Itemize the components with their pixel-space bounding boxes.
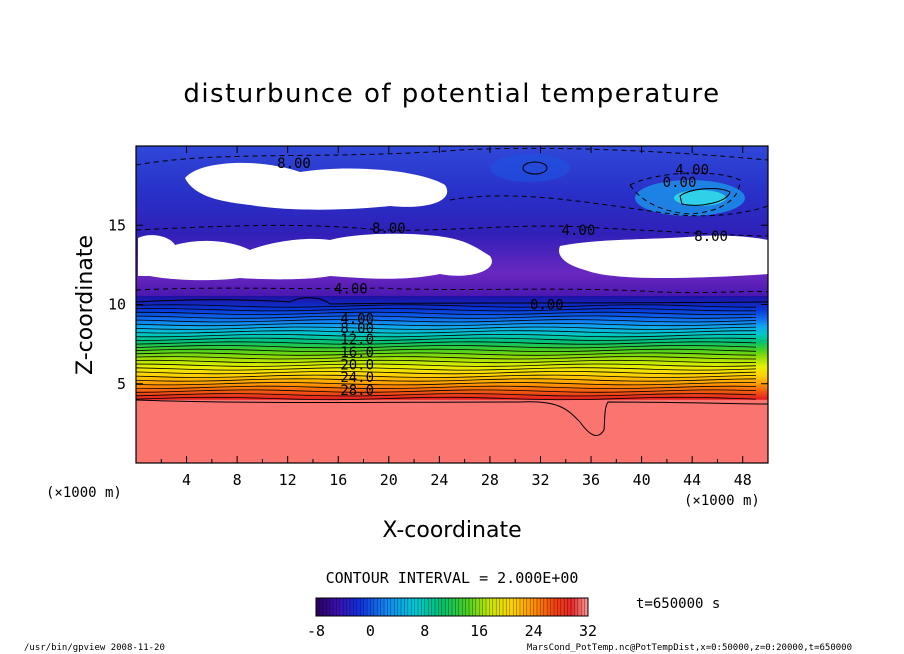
no-data-region: [559, 235, 768, 278]
contour-line: [136, 315, 757, 319]
plot-area: 28.024.020.016.012.08.004.000.004.008.00…: [136, 146, 768, 463]
contour-line: [136, 348, 757, 353]
contour-line: [136, 311, 757, 316]
contour-line: [136, 337, 757, 341]
contour-label: 4.00: [562, 223, 596, 239]
contour-label: 8.00: [340, 321, 374, 337]
contour-line: [136, 356, 757, 360]
contour-interval: CONTOUR INTERVAL = 2.000E+00: [326, 569, 579, 587]
upper-blue-patch: [490, 154, 570, 182]
y-tick-label: 5: [117, 375, 126, 393]
contour-label: 4.00: [675, 163, 709, 179]
contour-line: [136, 393, 757, 397]
colorbar-tick-label: 16: [470, 622, 488, 640]
no-data-region: [185, 162, 448, 210]
contour-label: 8.00: [277, 156, 311, 172]
colorbar-ticks: -8 0 8 16 24 32: [307, 622, 597, 640]
colorbar-divisions: [315, 598, 589, 616]
contour-line: [136, 382, 757, 386]
x-tick-label: 4: [182, 471, 191, 489]
negative-contours: [136, 147, 768, 294]
dashed-contour: [136, 287, 768, 294]
no-data-region: [138, 233, 492, 281]
contour-line: [136, 352, 757, 356]
solid-contour: [522, 161, 548, 175]
contour-label: 0.00: [663, 175, 697, 191]
dashed-contour: [136, 147, 768, 166]
x-unit-left: (×1000 m): [46, 485, 122, 501]
contour-line: [136, 359, 757, 364]
y-axis-label: Z-coordinate: [73, 235, 98, 375]
contour-label: 4.00: [334, 281, 368, 297]
contour-line: [136, 341, 757, 345]
y-axis: 5 10 15: [108, 216, 768, 393]
bottom-layer: [136, 400, 768, 463]
contour-line: [136, 326, 757, 330]
x-tick-label: 8: [233, 471, 242, 489]
contour-label: 8.00: [694, 229, 728, 245]
x-tick-label: 36: [582, 471, 600, 489]
contour-line: [136, 370, 757, 375]
contour-lines: [136, 304, 757, 401]
contour-label: 0.00: [530, 297, 564, 313]
solid-contours: [136, 161, 768, 437]
contour-line: [136, 322, 757, 327]
y-tick-label: 15: [108, 216, 126, 234]
x-tick-label: 40: [633, 471, 651, 489]
x-tick-label: 28: [481, 471, 499, 489]
solid-contour: [136, 399, 768, 437]
contour-label: 12.0: [340, 332, 374, 348]
contour-line: [136, 363, 757, 367]
colorbar: -8 0 8 16 24 32: [307, 597, 597, 640]
contour-label-layer: 28.024.020.016.012.08.004.000.004.008.00…: [277, 156, 728, 399]
contour-label: 16.0: [340, 345, 374, 361]
x-tick-label: 48: [734, 471, 752, 489]
x-tick-label: 12: [279, 471, 297, 489]
footer-left: /usr/bin/gpview 2008-11-20: [24, 643, 165, 653]
contour-line: [136, 330, 757, 334]
y-tick-label: 10: [108, 296, 126, 314]
x-tick-label: 20: [380, 471, 398, 489]
contour-label: 8.00: [372, 221, 406, 237]
dashed-contour: [449, 195, 768, 217]
x-unit-right: (×1000 m): [684, 493, 760, 509]
contour-line: [136, 345, 757, 349]
dashed-contour: [136, 224, 768, 237]
x-tick-label: 32: [531, 471, 549, 489]
contour-line: [136, 374, 757, 378]
time-label: t=650000 s: [636, 596, 720, 612]
x-tick-label: 44: [683, 471, 701, 489]
footer-right: MarsCond_PotTemp.nc@PotTempDist,x=0:5000…: [526, 643, 852, 653]
contour-line: [136, 378, 757, 382]
contour-line: [136, 389, 757, 393]
contour-label: 28.0: [340, 383, 374, 399]
contour-line: [136, 304, 757, 308]
x-axis-label: X-coordinate: [382, 518, 521, 543]
x-tick-label: 16: [329, 471, 347, 489]
colorbar-tick-label: 0: [366, 622, 375, 640]
colorbar-tick-label: 8: [420, 622, 429, 640]
chart-title: disturbunce of potential temperature: [183, 79, 720, 109]
contour-line: [136, 319, 757, 323]
upper-right-core: [674, 190, 726, 206]
solid-contour: [679, 188, 731, 206]
solid-contour: [136, 297, 768, 305]
colorbar-tick-label: 32: [579, 622, 597, 640]
contour-label: 20.0: [340, 357, 374, 373]
contour-line: [136, 367, 757, 371]
contour-line: [136, 333, 757, 338]
contour-line: [136, 396, 757, 401]
x-axis: 4 8 12 16 20 24 28 32 36 40 44 48: [160, 146, 752, 489]
contour-label: 24.0: [340, 370, 374, 386]
contour-line: [136, 385, 757, 390]
colorbar-tick-label: 24: [525, 622, 543, 640]
contour-label: 4.00: [340, 312, 374, 328]
x-tick-label: 24: [430, 471, 448, 489]
contour-line: [136, 308, 757, 312]
colorbar-tick-label: -8: [307, 622, 325, 640]
